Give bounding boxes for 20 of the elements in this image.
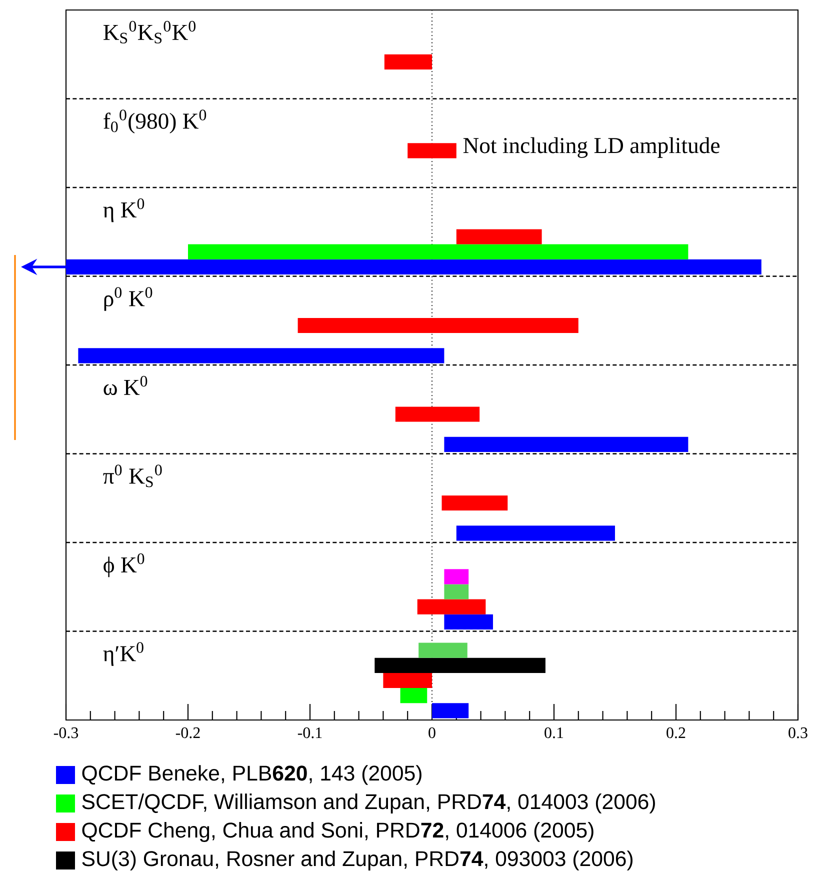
legend-label: SU(3) Gronau, Rosner and Zupan, PRD74, 093003 (2006) (82, 850, 632, 870)
y-tick-label: K$_{S}$$^{0}$K$_{S}$$^{0}$K$^{0}$ (104, 20, 196, 44)
y-tick-label: ρ$^{0}$ K$^{0}$ (104, 287, 152, 311)
y-tick-label: ϕ K$^{0}$ (104, 553, 144, 578)
annotation: Not including LD amplitude (463, 137, 720, 158)
y-tick-label: η K$^{0}$ (103, 198, 144, 222)
x-tick-label: 0.3 (788, 727, 808, 738)
legend-label: SCET/QCDF, Williamson and Zupan, PRD74, 014003 (2006) (82, 794, 655, 814)
legend-label: QCDF Beneke, PLB620, 143 (2005) (82, 765, 422, 785)
x-tick-label: -0.1 (298, 727, 322, 738)
y-tick-label: ω K$^{0}$ (104, 376, 148, 396)
x-tick-label: 0.2 (666, 727, 686, 738)
legend-label: QCDF Cheng, Chua and Soni, PRD72, 014006 (2005) (82, 822, 594, 842)
x-tick-label: -0.3 (54, 727, 78, 738)
y-tick-label: π$^{0}$ K$_{S}$0 (103, 464, 162, 488)
y-tick-label: f$_{0}$$^{0}$(980) K$^{0}$ (104, 110, 206, 134)
x-tick-label: 0.1 (544, 727, 564, 738)
x-tick-label: -0.2 (176, 727, 200, 738)
x-tick-label: 0 (428, 727, 436, 738)
y-tick-label: η′K$^{0}$ (103, 642, 144, 666)
